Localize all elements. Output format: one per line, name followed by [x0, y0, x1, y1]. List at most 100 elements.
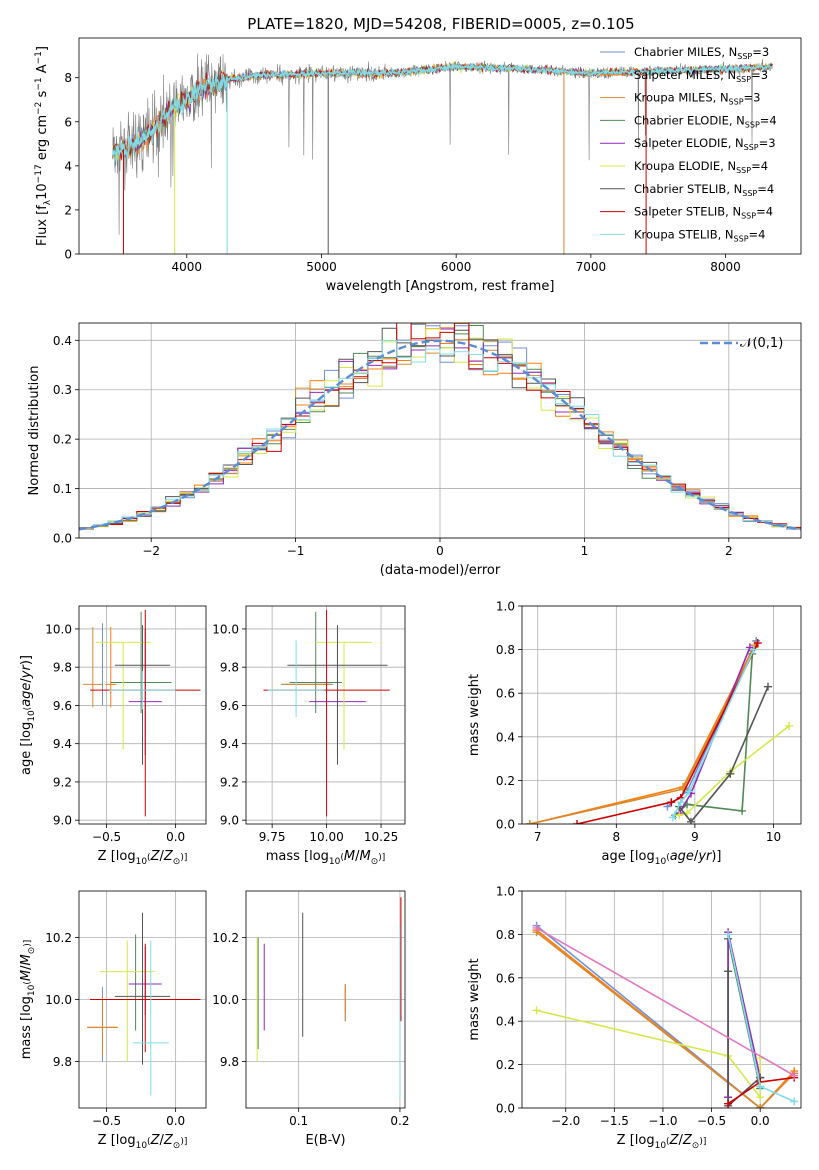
legend-label: Chabrier MILES, NSSP=3: [634, 45, 769, 61]
y-tick-label: 0.4: [53, 334, 72, 348]
y-tick-label: 10.0: [212, 993, 239, 1007]
label-part: yr: [19, 663, 34, 679]
label-part: Salpeter ELODIE, N: [634, 136, 744, 150]
x-axis-label: E(B-V): [305, 1133, 345, 1148]
y-tick-label: 9.8: [220, 1055, 239, 1069]
y-axis-label: age [log10(age/yr)]: [19, 655, 37, 775]
mass-weight-line: [672, 649, 755, 818]
legend-label: Kroupa ELODIE, NSSP=4: [634, 159, 768, 175]
x-tick-label: 9.75: [259, 830, 286, 844]
mass-weight-line: [678, 725, 790, 817]
legend-label: Salpeter STELIB, NSSP=4: [634, 205, 773, 221]
label-part: Salpeter MILES, N: [634, 68, 736, 82]
label-part: mass [log: [19, 996, 34, 1059]
y-tick-label: 0.6: [496, 687, 515, 701]
mass-weight-marker: [756, 1104, 765, 1108]
y-tick-label: 0.2: [496, 1058, 515, 1072]
label-part: M: [19, 970, 34, 981]
label-part: 10: [136, 857, 148, 867]
label-part: SSP: [734, 234, 749, 243]
label-part: SSP: [744, 143, 759, 152]
label-part: =4: [760, 113, 777, 127]
label-part: ]: [35, 46, 50, 51]
label-part: 10: [27, 984, 37, 996]
y-tick-label: 0.3: [53, 383, 72, 397]
x-tick-label: −1.5: [600, 1114, 629, 1128]
y-tick-label: 0.0: [53, 532, 72, 546]
mass-vs-EBV-frame: [245, 890, 406, 1109]
y-tick-label: 9.6: [220, 699, 239, 713]
label-part: −17: [34, 164, 44, 183]
label-part: s: [35, 90, 50, 101]
label-part: /: [159, 849, 164, 864]
label-part: age [log: [601, 849, 654, 864]
label-part: =3: [759, 136, 776, 150]
y-axis-label: Flux [fλ10−17 erg cm−2 s−1 A−1]: [34, 46, 53, 246]
label-part: 10: [136, 1141, 148, 1151]
label-part: M: [344, 849, 355, 864]
legend-label: Kroupa MILES, NSSP=3: [634, 91, 760, 107]
legend-label: Kroupa STELIB, NSSP=4: [634, 227, 765, 243]
x-tick-label: 0.0: [751, 1114, 770, 1128]
mass-weight-marker: [573, 820, 582, 824]
y-tick-label: 9.4: [220, 737, 239, 751]
label-part: Kroupa STELIB, N: [634, 227, 734, 241]
age-vs-mass-frame: [245, 605, 406, 825]
x-tick-label: 6000: [441, 260, 472, 274]
x-tick-label: −1.0: [648, 1114, 677, 1128]
mass-weight-marker: [685, 787, 694, 796]
x-tick-label: −0.5: [697, 1114, 726, 1128]
mass-weight-vs-age-plot-area: [525, 636, 794, 824]
y-tick-label: 9.8: [53, 661, 72, 675]
label-part: SSP: [736, 166, 751, 175]
label-part: /: [678, 1133, 683, 1148]
age-vs-Z-panel: −0.5 0.09.09.29.49.69.810.0Z [log10(Z/Z⊙)…: [19, 605, 207, 867]
x-tick-label: −1: [287, 544, 305, 558]
y-axis-label: mass weight: [467, 958, 482, 1040]
label-part: Kroupa MILES, N: [634, 91, 729, 105]
label-part: )]: [180, 1137, 187, 1147]
label-part: M: [359, 849, 370, 864]
x-tick-label: 10.25: [364, 830, 398, 844]
mass-weight-marker: [756, 1082, 765, 1091]
label-part: (: [666, 853, 670, 863]
label-part: )]: [378, 853, 385, 863]
x-tick-label: −0.5: [92, 1114, 121, 1128]
label-part: )]: [19, 655, 34, 665]
label-part: SSP: [741, 212, 756, 221]
y-tick-label: 8: [64, 71, 72, 85]
y-tick-label: 9.2: [220, 775, 239, 789]
y-tick-label: 0.1: [53, 482, 72, 496]
x-tick-label: −2.0: [551, 1114, 580, 1128]
x-tick-label: 9: [691, 830, 699, 844]
legend-label: Chabrier ELODIE, NSSP=4: [634, 113, 777, 129]
mass-weight-line: [678, 686, 769, 824]
mass-vs-EBV-plot-area: [256, 897, 402, 1099]
age-vs-mass-plot-area: [263, 609, 390, 817]
y-tick-label: 0.2: [496, 774, 515, 788]
y-tick-label: 0.0: [496, 1102, 515, 1116]
x-tick-label: −2: [142, 544, 160, 558]
x-tick-label: 0.2: [390, 1114, 409, 1128]
x-tick-label: 4000: [171, 260, 202, 274]
x-tick-label: 5000: [306, 260, 337, 274]
y-tick-label: 9.4: [53, 737, 72, 751]
label-part: (: [340, 853, 344, 863]
label-part: (: [147, 1137, 151, 1147]
label-part: ⊙: [692, 1141, 700, 1151]
y-tick-label: 9.0: [220, 814, 239, 828]
mass-weight-line: [536, 927, 795, 1077]
label-part: Chabrier ELODIE, N: [634, 113, 745, 127]
x-axis-label: Z [log10(Z/Z⊙)]: [617, 1133, 707, 1151]
label-part: =3: [744, 91, 761, 105]
label-part: −1: [34, 51, 44, 64]
mass-weight-marker: [724, 1099, 733, 1108]
y-tick-label: 9.6: [53, 699, 72, 713]
x-tick-label: 0.0: [166, 830, 185, 844]
model-spectrum-line: [112, 62, 773, 158]
label-part: mass [log: [266, 849, 329, 864]
mass-weight-marker: [790, 1097, 799, 1106]
mass-weight-marker: [785, 721, 794, 730]
residuals-frame: [78, 322, 802, 539]
spectrum-panel: 4000 5000 6000 7000 8000 0 2 4 6 8 wavelength [Ang…: [34, 37, 802, 294]
